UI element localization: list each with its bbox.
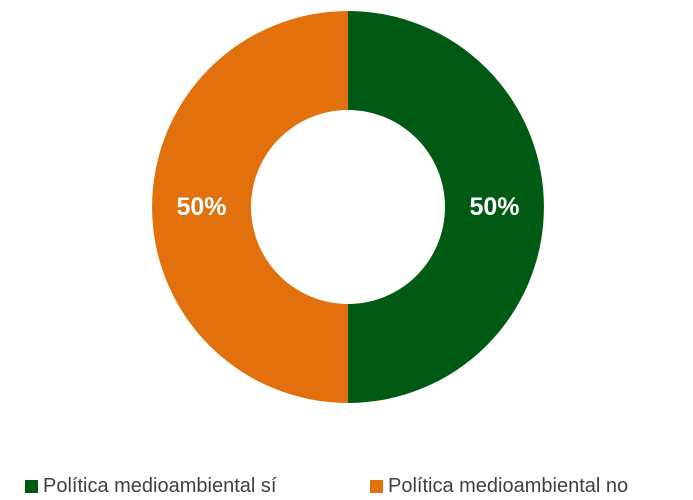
legend-item-no[interactable]: Política medioambiental no <box>370 474 628 498</box>
legend-swatch-si <box>25 479 38 493</box>
chart-legend: Política medioambiental sí Política medi… <box>0 474 693 500</box>
legend-label-si: Política medioambiental sí <box>43 475 277 497</box>
slice-labels: 50% 50% <box>176 193 519 221</box>
legend-item-si[interactable]: Política medioambiental sí <box>25 474 276 498</box>
donut-slice-0 <box>348 11 544 403</box>
legend-swatch-no <box>370 479 383 493</box>
slice-label-0: 50% <box>469 193 519 221</box>
donut-slice-1 <box>152 11 348 403</box>
slice-label-1: 50% <box>176 193 226 221</box>
donut-slices <box>152 11 544 403</box>
legend-label-no: Política medioambiental no <box>388 475 629 497</box>
